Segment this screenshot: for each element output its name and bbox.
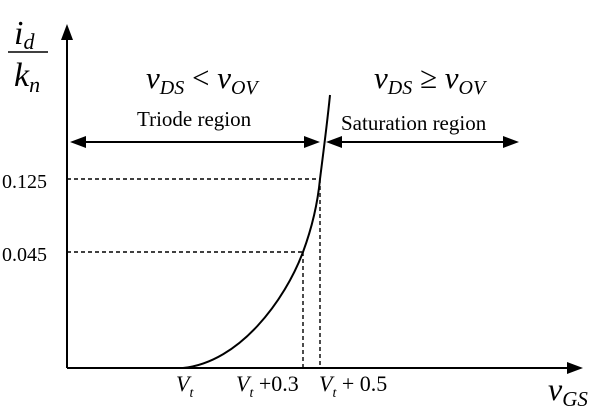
saturation-condition: vDS ≥ vOV [374,60,488,99]
x-tick-vt: Vt [176,371,194,401]
triode-region-arrow [70,136,320,148]
y-axis-arrowhead [61,24,73,40]
x-tick-vt-plus-03: Vt +0.3 [236,371,299,401]
y-label-numerator: id [14,15,35,54]
saturation-arrowhead-right [503,136,519,148]
triode-arrowhead-right [304,136,320,148]
x-tick-vt-plus-05: Vt + 0.5 [319,371,387,401]
y-axis-label: id kn [8,15,48,97]
triode-condition: vDS < vOV [146,60,260,99]
saturation-region-label: Saturation region [341,111,487,135]
triode-arrowhead-left [70,136,86,148]
saturation-region-arrow [326,136,519,148]
axes [61,24,583,374]
guide-lines [67,179,320,368]
x-axis-label: vGS [548,371,588,411]
triode-region-label: Triode region [137,107,252,131]
y-tick-0125: 0.125 [2,171,47,193]
y-tick-0045: 0.045 [2,244,47,266]
transfer-curve [183,95,330,368]
x-axis-arrowhead [567,362,583,374]
saturation-arrowhead-left [326,136,342,148]
y-label-denominator: kn [14,57,40,97]
